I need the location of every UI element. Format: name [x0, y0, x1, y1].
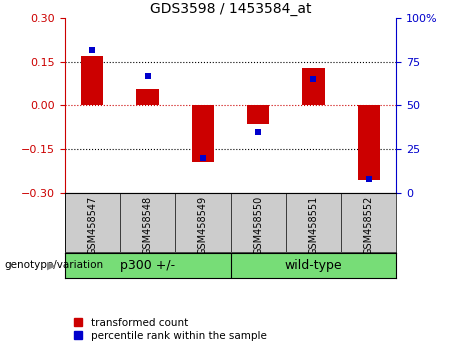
Bar: [81, 56, 103, 105]
Legend: transformed count, percentile rank within the sample: transformed count, percentile rank withi…: [70, 314, 271, 345]
Text: GSM458551: GSM458551: [308, 195, 319, 255]
Point: [199, 155, 207, 161]
Bar: [136, 90, 159, 105]
Text: genotype/variation: genotype/variation: [5, 260, 104, 270]
Bar: [302, 68, 325, 105]
Text: GSM458552: GSM458552: [364, 195, 374, 255]
Point: [144, 73, 151, 79]
Text: GSM458549: GSM458549: [198, 195, 208, 255]
Text: p300 +/-: p300 +/-: [120, 259, 175, 272]
Text: GSM458548: GSM458548: [142, 195, 153, 255]
Bar: [192, 105, 214, 162]
Bar: [358, 105, 380, 180]
Text: GSM458550: GSM458550: [253, 195, 263, 255]
Title: GDS3598 / 1453584_at: GDS3598 / 1453584_at: [150, 2, 311, 16]
Text: GSM458547: GSM458547: [87, 195, 97, 255]
Text: ▶: ▶: [47, 260, 55, 270]
Bar: [247, 105, 269, 125]
Point: [89, 47, 96, 52]
Text: wild-type: wild-type: [284, 259, 342, 272]
Point: [310, 76, 317, 82]
Point: [365, 176, 372, 182]
Point: [254, 129, 262, 135]
